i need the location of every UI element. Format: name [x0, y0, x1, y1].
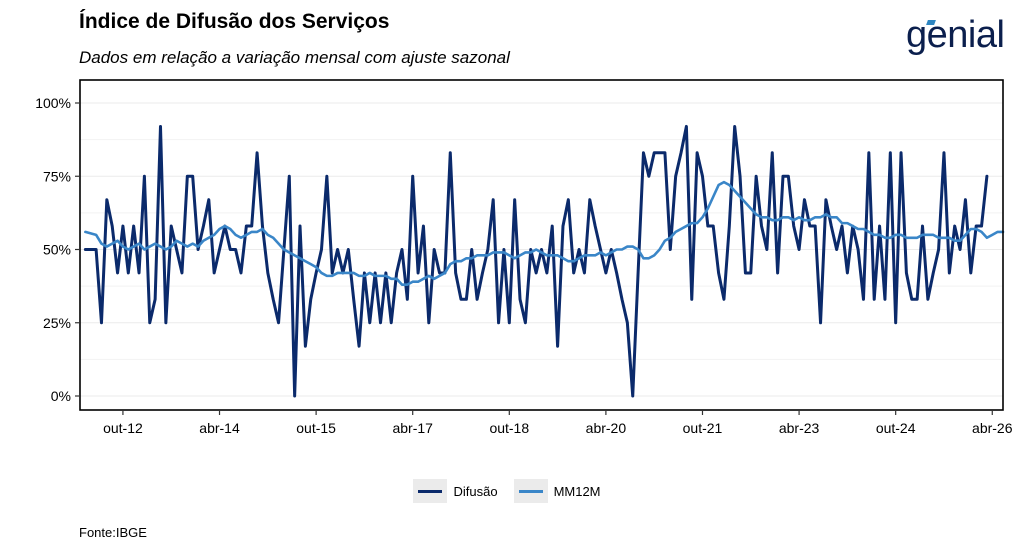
- y-tick-label: 50%: [43, 242, 71, 258]
- chart-title: Índice de Difusão dos Serviços: [79, 10, 390, 33]
- legend-key-mm12m: [513, 479, 548, 503]
- legend-swatch-difusao: [418, 489, 443, 493]
- x-tick-label: out-24: [876, 420, 916, 436]
- legend-item-difusao: Difusão: [413, 479, 507, 503]
- source-note: Fonte:IBGE: [79, 525, 147, 540]
- y-tick-label: 75%: [43, 168, 71, 184]
- series-line-difusao: [83, 124, 989, 398]
- x-tick-label: abr-17: [392, 420, 433, 436]
- x-tick-label: out-15: [296, 420, 336, 436]
- y-tick-label: 25%: [43, 315, 71, 331]
- legend-key-difusao: [413, 479, 448, 503]
- x-tick-label: abr-23: [779, 420, 820, 436]
- legend-label-mm12m: MM12M: [553, 483, 601, 499]
- x-tick-label: out-18: [489, 420, 529, 436]
- x-tick-label: abr-14: [199, 420, 240, 436]
- chart-legend: Difusão MM12M: [0, 479, 1024, 503]
- y-tick-label: 100%: [35, 95, 71, 111]
- series-line-mm12m: [84, 180, 1005, 286]
- x-tick-label: out-12: [103, 420, 143, 436]
- plot-border: [79, 79, 1004, 411]
- diffusion-line-chart: 0% 25% 50% 75% 100% out-12 abr-14 out-15 abr-17 o…: [35, 79, 1013, 436]
- legend-label-difusao: Difusão: [453, 483, 498, 499]
- legend-item-mm12m: MM12M: [513, 479, 611, 503]
- x-tick-label: abr-20: [586, 420, 627, 436]
- legend-swatch-mm12m: [518, 489, 543, 493]
- x-tick-label: out-21: [683, 420, 723, 436]
- genial-logo: genial: [906, 14, 1005, 56]
- chart-subtitle: Dados em relação a variação mensal com a…: [79, 48, 510, 67]
- y-tick-label: 0%: [51, 388, 71, 404]
- x-tick-label: abr-26: [972, 420, 1013, 436]
